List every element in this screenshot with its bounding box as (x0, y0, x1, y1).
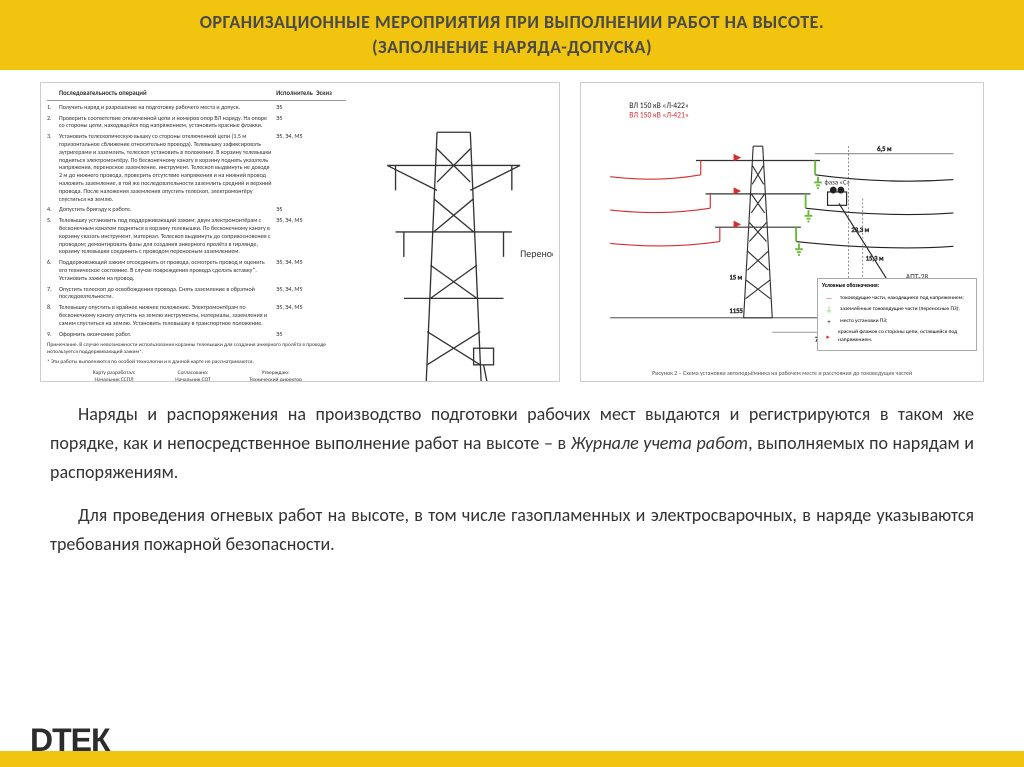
legend-item: ▸красный флажок со стороны цепи, оставше… (822, 329, 972, 344)
col-seq: Последовательность операций (59, 89, 276, 97)
paragraph-2: Для проведения огневых работ на высоте, … (50, 501, 974, 559)
legend-item: ⏚заземлённые токоведущие части (переносн… (822, 305, 972, 315)
op-row: 7.Опустить телескоп до освобождения пров… (47, 286, 346, 302)
col-exec: Исполнитель (276, 89, 316, 97)
slide-title: Организационные мероприятия при выполнен… (0, 0, 1024, 70)
svg-text:6,5 м: 6,5 м (878, 145, 893, 153)
op-row: 2.Проверить соответствие отключенной цеп… (47, 115, 346, 131)
footnote: * Эти работы выполняются по особой техно… (47, 359, 346, 366)
svg-text:1155: 1155 (730, 307, 744, 315)
op-row: 5.Телевышку установить под поддерживающи… (47, 217, 346, 256)
body-text: Наряды и распоряжения на производство по… (0, 390, 1024, 582)
op-row: 1.Получить наряд и разрешение на подгото… (47, 104, 346, 112)
legend-item: —токоведущие части, находящиеся под напр… (822, 294, 972, 304)
svg-text:фаза «С»: фаза «С» (825, 179, 850, 187)
note: Примечание. В случае невозможности испол… (47, 342, 346, 356)
svg-text:23,3 м: 23,3 м (852, 226, 870, 234)
svg-text:ВЛ 150 кВ «Л-422»: ВЛ 150 кВ «Л-422» (630, 102, 690, 111)
svg-text:Переносное заземление: Переносное заземление (520, 248, 553, 260)
logo: DТЕК (30, 722, 110, 759)
tower-sketch: Переносное заземление Бесконечный канат (354, 89, 553, 382)
figure-right: 23,3 м 15,3 м 6,5 м 7 м 15 м 1155 ВЛ 150… (580, 82, 984, 382)
legend-item: +место установки ПЗ; (822, 317, 972, 327)
op-row: 3.Установить телескопическую вышку со ст… (47, 133, 346, 203)
col-sketch: Эскиз (316, 89, 346, 97)
footer: DТЕК (0, 717, 1024, 767)
svg-text:ВЛ 150 кВ «Л-421»: ВЛ 150 кВ «Л-421» (630, 112, 690, 121)
op-row: 4.Допустить бригаду к работе.Э5 (47, 206, 346, 214)
title-line-1: Организационные мероприятия при выполнен… (200, 11, 824, 33)
op-row: 6.Поддерживающий зажим отсоединить от пр… (47, 259, 346, 282)
svg-text:15,3 м: 15,3 м (866, 255, 884, 263)
signatures: Карту разработал: Начальник ССПЛ ~~~ Жук… (47, 370, 346, 383)
figures-row: Последовательность операций Исполнитель … (0, 70, 1024, 390)
figure-caption: Рисунок 2 – Схема установки автоподъёмни… (581, 369, 983, 377)
legend: Условные обозначения: —токоведущие части… (817, 278, 977, 351)
figure-left: Последовательность операций Исполнитель … (40, 82, 560, 382)
op-row: 9.Оформить окончание работ.Э5 (47, 331, 346, 339)
title-line-2: (заполнение наряда-допуска) (372, 36, 652, 58)
svg-text:15 м: 15 м (730, 274, 743, 282)
paragraph-1: Наряды и распоряжения на производство по… (50, 400, 974, 486)
op-row: 8.Телевышку опустить в крайнее нижнее по… (47, 304, 346, 327)
